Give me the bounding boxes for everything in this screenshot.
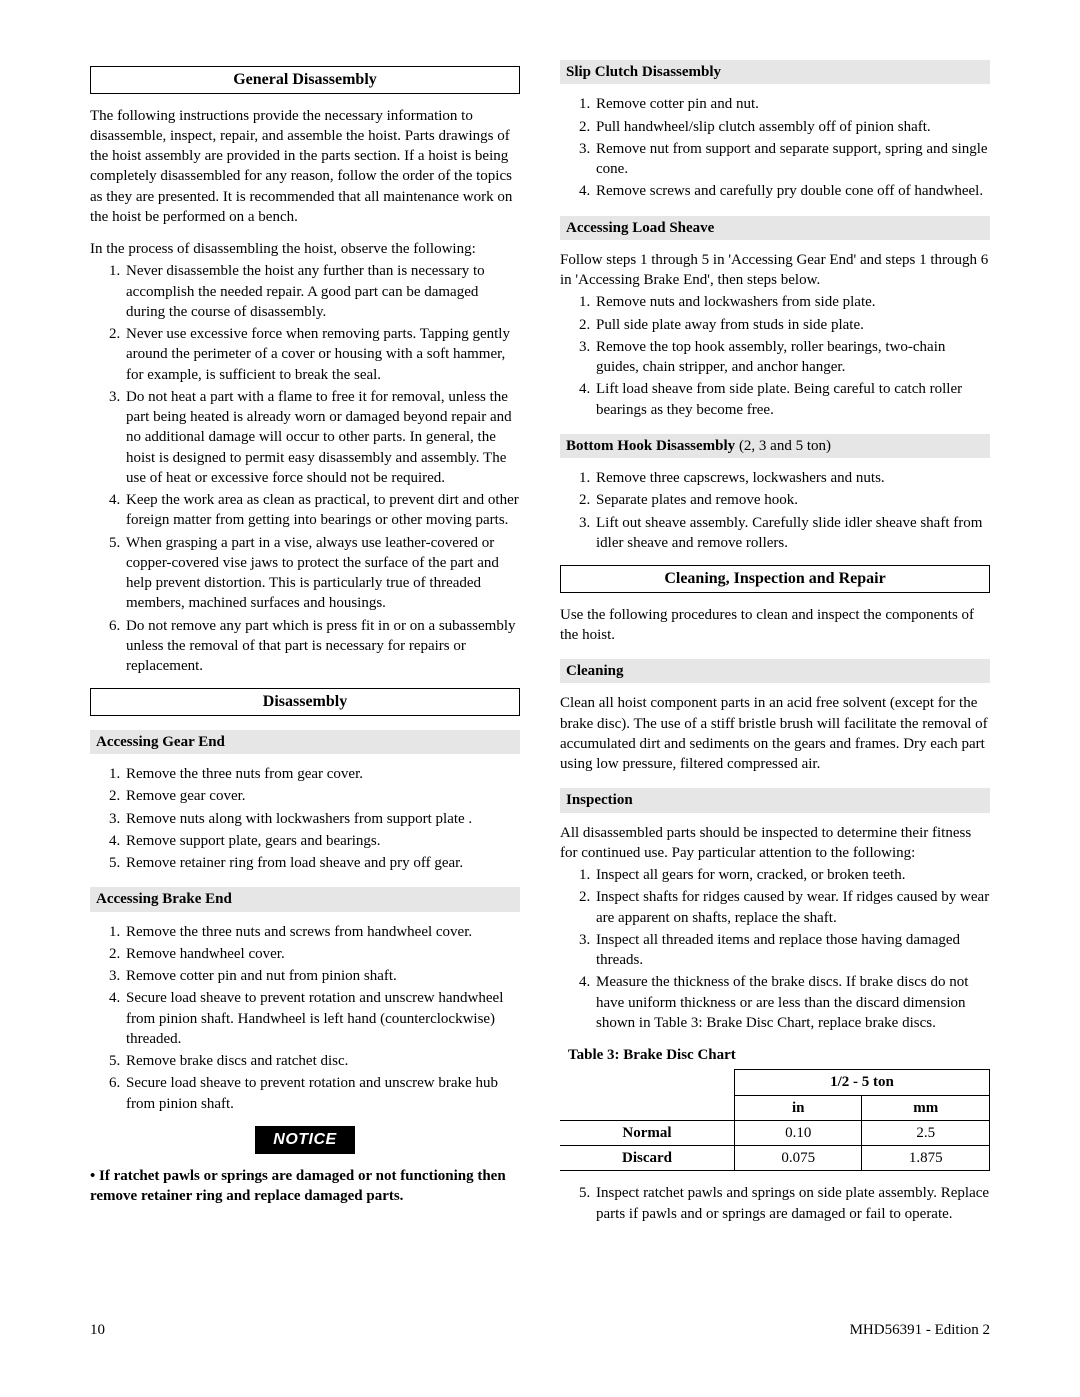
list-item: Inspect all threaded items and replace t…: [594, 930, 990, 971]
list-item: Never use excessive force when removing …: [124, 324, 520, 385]
sub-bottom-hook: Bottom Hook Disassembly (2, 3 and 5 ton): [560, 434, 990, 458]
sub-load-sheave: Accessing Load Sheave: [560, 216, 990, 240]
list-item: Inspect shafts for ridges caused by wear…: [594, 887, 990, 928]
list-item: Remove support plate, gears and bearings…: [124, 831, 520, 851]
cell: 0.10: [734, 1120, 862, 1145]
list-item: Pull side plate away from studs in side …: [594, 315, 990, 335]
list-item: Lift load sheave from side plate. Being …: [594, 379, 990, 420]
inspection-list: Inspect all gears for worn, cracked, or …: [560, 865, 990, 1033]
section-disassembly: Disassembly: [90, 688, 520, 716]
table-blank: [560, 1095, 734, 1120]
list-item: Inspect ratchet pawls and springs on sid…: [594, 1183, 990, 1224]
inspection-intro: All disassembled parts should be inspect…: [560, 823, 990, 864]
bottom-list: Remove three capscrews, lockwashers and …: [560, 468, 990, 553]
col-mm: mm: [862, 1095, 990, 1120]
list-item: Inspect all gears for worn, cracked, or …: [594, 865, 990, 885]
list-item: Pull handwheel/slip clutch assembly off …: [594, 117, 990, 137]
list-item: Keep the work area as clean as practical…: [124, 490, 520, 531]
notice-text: • If ratchet pawls or springs are damage…: [90, 1166, 520, 1207]
list-item: Remove nut from support and separate sup…: [594, 139, 990, 180]
list-item: Remove three capscrews, lockwashers and …: [594, 468, 990, 488]
table-caption: Table 3: Brake Disc Chart: [568, 1045, 990, 1065]
list-item: Separate plates and remove hook.: [594, 490, 990, 510]
list-item: When grasping a part in a vise, always u…: [124, 533, 520, 614]
cir-intro: Use the following procedures to clean an…: [560, 605, 990, 646]
cell: 1.875: [862, 1146, 990, 1171]
section-general-disassembly: General Disassembly: [90, 66, 520, 94]
table-blank: [560, 1070, 734, 1095]
list-item: Secure load sheave to prevent rotation a…: [124, 1073, 520, 1114]
bottom-hook-label: Bottom Hook Disassembly: [566, 438, 735, 454]
load-intro: Follow steps 1 through 5 in 'Accessing G…: [560, 250, 990, 291]
general-intro: The following instructions provide the n…: [90, 106, 520, 228]
cleaning-text: Clean all hoist component parts in an ac…: [560, 693, 990, 774]
list-item: Never disassemble the hoist any further …: [124, 261, 520, 322]
list-item: Remove retainer ring from load sheave an…: [124, 853, 520, 873]
list-item: Remove cotter pin and nut.: [594, 94, 990, 114]
list-item: Remove handwheel cover.: [124, 944, 520, 964]
inspection-list-cont: Inspect ratchet pawls and springs on sid…: [560, 1183, 990, 1224]
row-label: Normal: [560, 1120, 734, 1145]
cell: 0.075: [734, 1146, 862, 1171]
list-item: Remove the three nuts from gear cover.: [124, 764, 520, 784]
page-number: 10: [90, 1320, 105, 1340]
list-item: Remove nuts along with lockwashers from …: [124, 809, 520, 829]
list-item: Remove nuts and lockwashers from side pl…: [594, 292, 990, 312]
list-item: Measure the thickness of the brake discs…: [594, 972, 990, 1033]
list-item: Do not heat a part with a flame to free …: [124, 387, 520, 488]
sub-inspection: Inspection: [560, 788, 990, 812]
list-item: Secure load sheave to prevent rotation a…: [124, 988, 520, 1049]
sub-accessing-brake-end: Accessing Brake End: [90, 887, 520, 911]
notice-badge: NOTICE: [255, 1126, 354, 1154]
table-span-header: 1/2 - 5 ton: [734, 1070, 989, 1095]
brake-end-list: Remove the three nuts and screws from ha…: [90, 922, 520, 1114]
list-item: Remove the top hook assembly, roller bea…: [594, 337, 990, 378]
row-label: Discard: [560, 1146, 734, 1171]
sub-accessing-gear-end: Accessing Gear End: [90, 730, 520, 754]
list-item: Remove gear cover.: [124, 786, 520, 806]
list-item: Remove the three nuts and screws from ha…: [124, 922, 520, 942]
list-item: Remove cotter pin and nut from pinion sh…: [124, 966, 520, 986]
cell: 2.5: [862, 1120, 990, 1145]
brake-disc-table: 1/2 - 5 ton in mm Normal 0.10 2.5 Discar…: [560, 1069, 990, 1171]
bottom-hook-suffix: (2, 3 and 5 ton): [735, 438, 831, 454]
general-list: Never disassemble the hoist any further …: [90, 261, 520, 676]
gear-end-list: Remove the three nuts from gear cover. R…: [90, 764, 520, 873]
general-observe: In the process of disassembling the hois…: [90, 239, 520, 259]
doc-id: MHD56391 - Edition 2: [850, 1320, 990, 1340]
load-list: Remove nuts and lockwashers from side pl…: [560, 292, 990, 420]
slip-list: Remove cotter pin and nut. Pull handwhee…: [560, 94, 990, 201]
list-item: Lift out sheave assembly. Carefully slid…: [594, 513, 990, 554]
col-in: in: [734, 1095, 862, 1120]
sub-cleaning: Cleaning: [560, 659, 990, 683]
sub-slip-clutch: Slip Clutch Disassembly: [560, 60, 990, 84]
list-item: Do not remove any part which is press fi…: [124, 616, 520, 677]
list-item: Remove brake discs and ratchet disc.: [124, 1051, 520, 1071]
list-item: Remove screws and carefully pry double c…: [594, 181, 990, 201]
section-cleaning-inspection-repair: Cleaning, Inspection and Repair: [560, 565, 990, 593]
